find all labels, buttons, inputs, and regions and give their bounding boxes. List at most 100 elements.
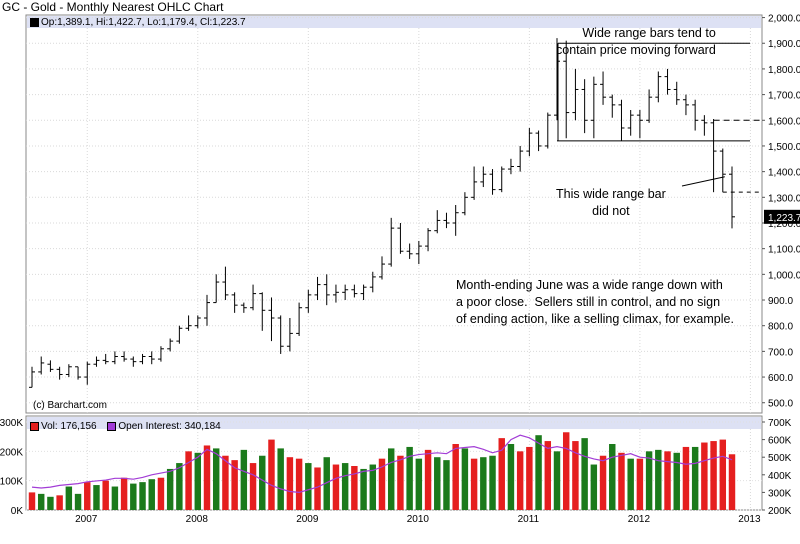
- vol-label: Vol: 176,156: [41, 421, 97, 432]
- volume-bar: [434, 457, 441, 510]
- volume-bar: [203, 445, 211, 510]
- volume-bar: [176, 463, 183, 510]
- volume-bar: [443, 460, 450, 510]
- volume-bar: [664, 451, 671, 510]
- volume-tick-label: 300K: [0, 418, 23, 429]
- volume-bar: [618, 452, 625, 510]
- volume-legend: Vol: 176,156 Open Interest: 340,184: [30, 421, 221, 432]
- volume-bar: [323, 457, 330, 510]
- volume-bar: [590, 464, 598, 510]
- volume-bar: [682, 446, 690, 510]
- volume-bar: [636, 458, 644, 510]
- volume-bar: [84, 482, 91, 510]
- volume-bar: [728, 454, 736, 510]
- credit-text: (c) Barchart.com: [33, 400, 107, 411]
- price-tick-label: 1,000.0: [768, 270, 800, 281]
- volume-bar: [627, 458, 634, 510]
- year-tick-label: 2009: [296, 514, 319, 525]
- last-price-box: [764, 209, 800, 224]
- volume-bar: [655, 449, 662, 510]
- price-tick-label: 1,700.0: [768, 91, 800, 102]
- volume-bar: [259, 455, 266, 510]
- annotation-wide-range: Wide range bars tend to contain price mo…: [556, 26, 716, 57]
- oi-tick-label: 500K: [768, 453, 792, 464]
- volume-bar: [415, 458, 423, 510]
- volume-bar: [498, 438, 505, 510]
- volume-bar: [553, 451, 561, 510]
- price-tick-label: 1,100.0: [768, 245, 800, 256]
- volume-bar: [111, 486, 119, 510]
- year-tick-label: 2011: [518, 514, 540, 525]
- volume-bar: [166, 468, 174, 510]
- pointer-line: [681, 176, 725, 187]
- price-tick-label: 900.0: [768, 296, 793, 307]
- volume-bar: [701, 442, 708, 510]
- ohlc-values: Op:1,389.1, Hi:1,422.7, Lo:1,179.4, Cl:1…: [41, 17, 246, 28]
- volume-bar: [231, 460, 238, 510]
- volume-tick-label: 0K: [11, 506, 24, 517]
- volume-bar: [351, 466, 358, 510]
- volume-bar: [470, 458, 478, 510]
- oi-tick-label: 600K: [768, 436, 792, 447]
- volume-bar: [562, 432, 570, 510]
- volume-bar: [74, 493, 82, 510]
- price-tick-label: 1,900.0: [768, 39, 800, 50]
- volume-bar: [535, 435, 542, 510]
- volume-bar: [28, 492, 36, 510]
- volume-bar: [397, 455, 404, 510]
- last-price-label: 1,223.7: [768, 213, 800, 224]
- volume-bar: [65, 486, 73, 510]
- volume-bar: [305, 463, 312, 510]
- volume-bar: [47, 496, 54, 510]
- year-tick-label: 2010: [407, 514, 430, 525]
- volume-bar: [37, 493, 45, 510]
- ohlc-swatch: [30, 17, 39, 27]
- volume-bar: [120, 477, 128, 510]
- vol-swatch: [30, 421, 39, 431]
- annotation-wide-bar: This wide range bar did not: [556, 187, 666, 218]
- volume-bar: [102, 480, 109, 510]
- year-tick-label: 2008: [186, 514, 209, 525]
- oi-tick-label: 700K: [768, 418, 792, 429]
- volume-bar: [139, 482, 146, 510]
- volume-bar: [424, 449, 432, 510]
- open-interest-line: [31, 434, 733, 494]
- volume-bar: [526, 446, 533, 510]
- volume-bar: [609, 444, 616, 510]
- volume-bar: [240, 449, 248, 510]
- volume-tick-label: 200K: [0, 447, 23, 458]
- volume-bar: [157, 477, 165, 510]
- price-tick-label: 600.0: [768, 373, 793, 384]
- volume-bar: [378, 458, 386, 510]
- volume-bar: [480, 457, 487, 510]
- volume-bar: [581, 438, 588, 510]
- volume-bar: [360, 468, 367, 510]
- oi-swatch: [107, 421, 117, 431]
- volume-bar: [645, 451, 653, 510]
- volume-bar: [148, 479, 155, 510]
- year-tick-label: 2007: [75, 514, 98, 525]
- volume-bar: [489, 455, 496, 510]
- volume-bar: [185, 451, 192, 510]
- price-tick-label: 1,200.0: [768, 219, 800, 230]
- volume-bar: [710, 441, 717, 510]
- price-tick-label: 500.0: [768, 399, 793, 410]
- volume-bar: [332, 464, 340, 510]
- volume-bar: [507, 444, 515, 510]
- chart-title: GC - Gold - Monthly Nearest OHLC Chart: [2, 0, 224, 14]
- volume-bar: [691, 446, 699, 510]
- oi-label: Open Interest: 340,184: [118, 421, 221, 432]
- price-panel: [25, 14, 763, 414]
- volume-bar: [93, 485, 100, 510]
- oi-tick-label: 300K: [768, 488, 792, 499]
- price-tick-label: 2,000.0: [768, 14, 800, 25]
- volume-tick-label: 100K: [0, 477, 23, 488]
- volume-bar: [212, 448, 220, 510]
- ohlc-legend-bg: [27, 16, 761, 28]
- volume-bar: [544, 441, 552, 510]
- price-tick-label: 800.0: [768, 322, 793, 333]
- price-tick-label: 1,800.0: [768, 65, 800, 76]
- volume-bar: [341, 463, 349, 510]
- volume-bar: [516, 451, 524, 510]
